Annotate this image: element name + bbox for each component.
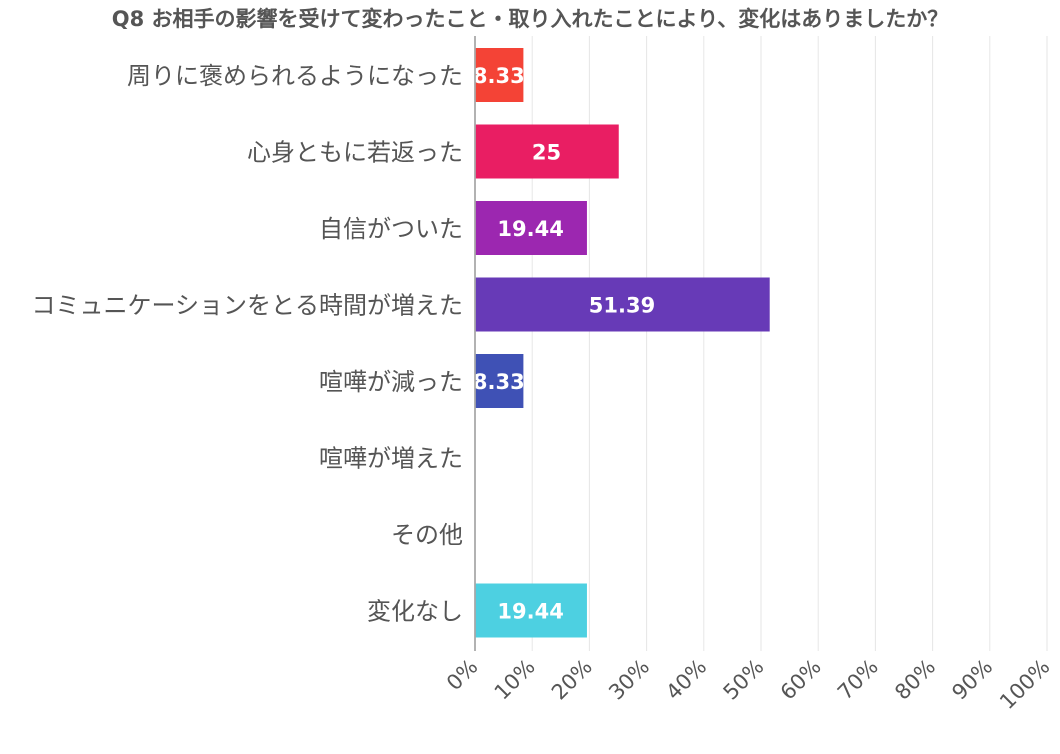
category-label: 自信がついた xyxy=(319,215,463,243)
category-label: 喧嘩が増えた xyxy=(319,445,463,473)
x-tick-label: 10% xyxy=(490,655,540,705)
chart-title: Q8 お相手の影響を受けて変わったこと・取り入れたことにより、変化はありましたか… xyxy=(112,7,949,31)
bar xyxy=(475,201,587,255)
category-label: コミュニケーションをとる時間が増えた xyxy=(31,292,463,320)
data-label: 8.33 xyxy=(473,64,525,88)
x-tick-label: 70% xyxy=(833,655,883,705)
x-tick-label: 80% xyxy=(890,655,940,705)
x-axis-tick-labels: 0% 10% 20% 30% 40% 50% 60% 70% 80% 90%100% xyxy=(442,655,1055,714)
x-tick-label: 60% xyxy=(776,655,826,705)
x-tick-label: 50% xyxy=(719,655,769,705)
data-label: 8.33 xyxy=(473,370,525,394)
x-tick-label: 20% xyxy=(547,655,597,705)
data-label: 25 xyxy=(532,141,561,165)
data-label: 51.39 xyxy=(589,294,655,318)
x-tick-label: 40% xyxy=(661,655,711,705)
x-tick-label: 0% xyxy=(442,655,483,696)
category-labels: 周りに褒められるようになった心身ともに若返った自信がついたコミュニケーションをと… xyxy=(31,62,463,626)
category-label: 心身ともに若返った xyxy=(247,139,463,167)
bars: 8.33 25 19.44 51.39 8.33 19.44 xyxy=(473,48,770,638)
bar xyxy=(475,277,770,332)
bar xyxy=(475,583,587,638)
bar xyxy=(475,354,524,408)
bar xyxy=(475,124,619,179)
category-label: 変化なし xyxy=(367,598,463,626)
data-label: 19.44 xyxy=(497,217,563,241)
category-label: その他 xyxy=(391,521,463,549)
category-label: 喧嘩が減った xyxy=(319,368,463,396)
data-label: 19.44 xyxy=(497,600,563,624)
bar xyxy=(475,48,524,102)
x-tick-label: 90% xyxy=(947,655,997,705)
x-tick-label: 30% xyxy=(604,655,654,705)
category-label: 周りに褒められるようになった xyxy=(127,62,463,90)
x-tick-label: 100% xyxy=(995,655,1054,714)
